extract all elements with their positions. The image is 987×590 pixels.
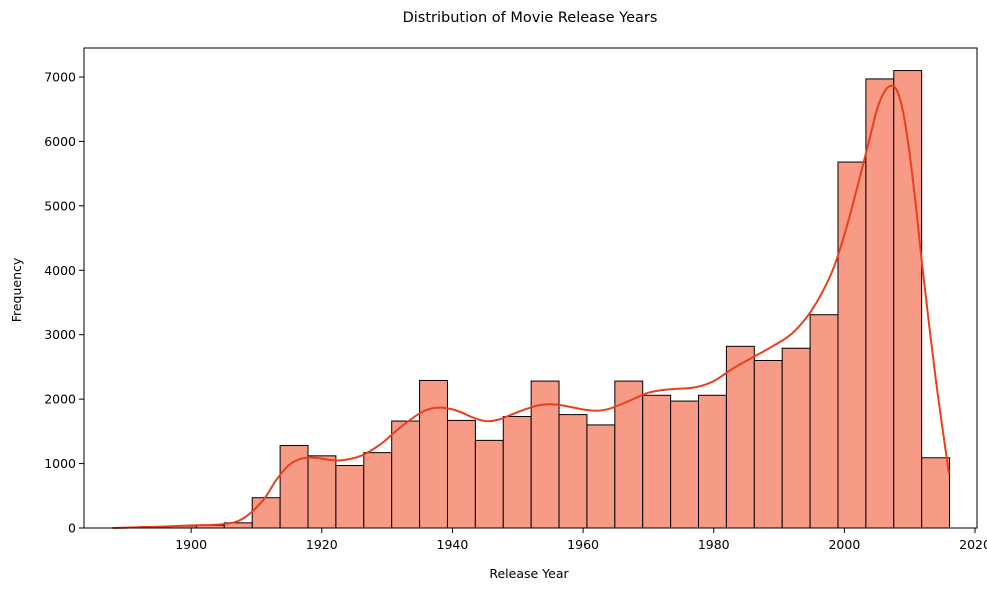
x-tick-label: 1920 (306, 537, 338, 552)
x-tick-label: 1960 (567, 537, 599, 552)
x-axis-ticks: 1900 1920 1940 1960 1980 2000 2020 (175, 528, 987, 552)
y-tick-label: 3000 (44, 327, 76, 342)
y-tick-label: 5000 (44, 198, 76, 213)
histogram-bar (363, 452, 393, 529)
y-tick-label: 6000 (44, 134, 76, 149)
y-tick-label: 4000 (44, 263, 76, 278)
histogram-bar (307, 455, 337, 529)
histogram-bar (558, 414, 588, 529)
histogram-bar (642, 394, 672, 529)
histogram-bar (781, 347, 811, 529)
histogram-bar (502, 416, 532, 529)
x-tick-label: 1900 (175, 537, 207, 552)
y-tick-label: 0 (68, 521, 76, 536)
histogram-bar (865, 78, 895, 529)
chart-title: Distribution of Movie Release Years (403, 10, 658, 26)
histogram-bar (614, 380, 644, 529)
x-tick-label: 2000 (828, 537, 860, 552)
x-tick-label: 2020 (959, 537, 987, 552)
histogram-bar (530, 380, 560, 529)
x-axis-label: Release Year (489, 566, 569, 581)
y-tick-label: 1000 (44, 456, 76, 471)
histogram-bar (837, 161, 867, 529)
histogram-bar (251, 497, 281, 529)
histogram-bar (809, 314, 839, 529)
kde-curve (112, 84, 950, 529)
histogram-bar (698, 394, 727, 529)
histogram-bar (670, 400, 700, 529)
plot-frame (83, 47, 978, 529)
histogram-bar (446, 419, 476, 529)
histogram-bars (112, 70, 951, 529)
y-tick-label: 7000 (44, 69, 76, 84)
histogram-bar (419, 379, 448, 529)
histogram-bar (335, 465, 365, 529)
histogram-bar (586, 424, 616, 529)
x-tick-label: 1940 (437, 537, 469, 552)
y-axis-label: Frequency (9, 257, 24, 322)
y-axis-ticks: 0 1000 2000 3000 4000 5000 6000 7000 (44, 69, 84, 536)
histogram-bar (391, 420, 421, 529)
y-tick-label: 2000 (44, 392, 76, 407)
x-tick-label: 1980 (698, 537, 730, 552)
histogram-bar (725, 345, 755, 529)
histogram-bar (753, 359, 783, 529)
histogram-bar (474, 439, 504, 529)
histogram-bar (921, 457, 951, 529)
